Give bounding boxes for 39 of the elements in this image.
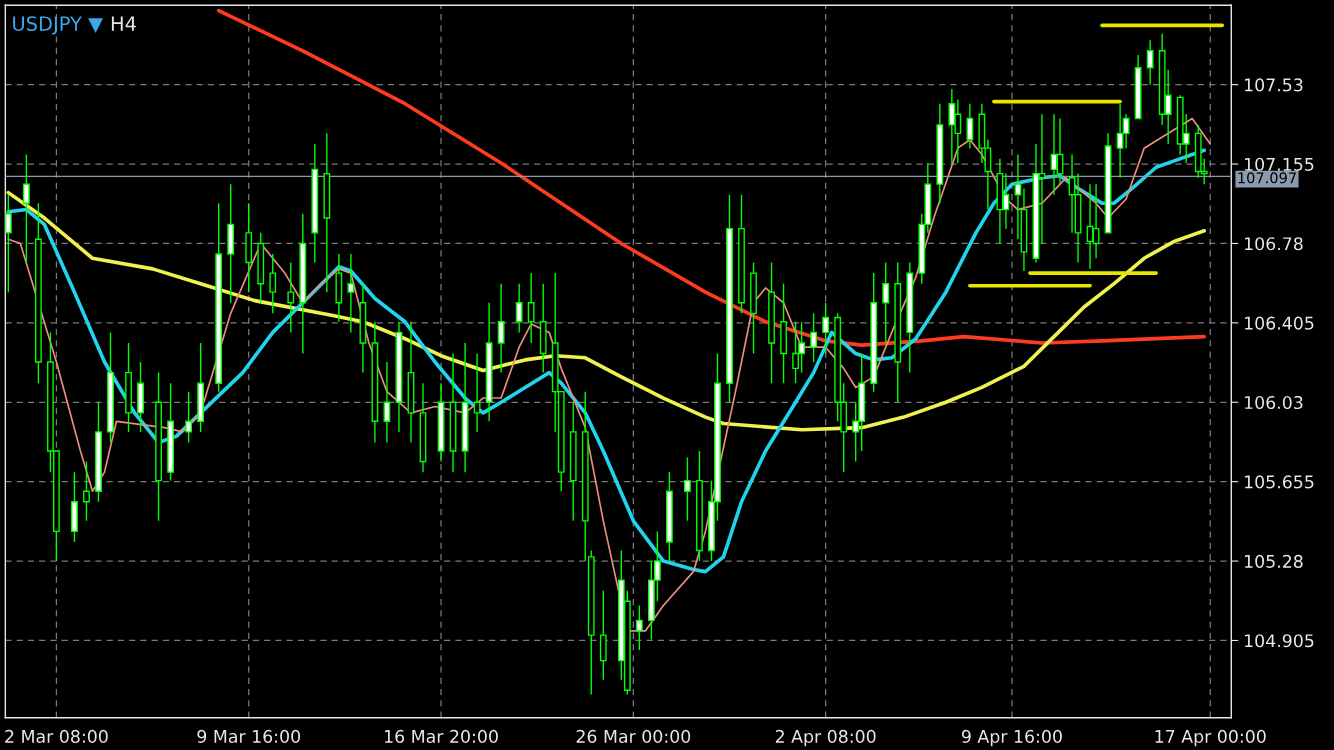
- candlestick: [347, 253, 355, 334]
- x-tick-label: 16 Mar 20:00: [384, 729, 498, 743]
- x-tick-label: 2 Apr 08:00: [775, 729, 876, 747]
- ref-line-label: 107.097: [1238, 172, 1296, 184]
- candlestick: [473, 352, 481, 433]
- candlestick: [810, 312, 818, 363]
- y-tick-label: 107.53: [1244, 78, 1303, 92]
- line-series: [216, 8, 1207, 347]
- x-tick-label: 26 Mar 00:00: [576, 729, 691, 743]
- x-tick-label: 9 Apr 16:00: [961, 729, 1062, 747]
- candlestick: [515, 282, 523, 334]
- candlestick: [635, 604, 643, 651]
- x-tick-label: 9 Mar 16:00: [197, 729, 301, 743]
- y-tick-label: 105.655: [1244, 475, 1314, 489]
- candlestick: [527, 272, 535, 344]
- text: USDJPY ▼: [13, 16, 103, 35]
- candlestick: [22, 153, 30, 264]
- candlestick: [497, 282, 505, 374]
- candlestick: [1146, 39, 1154, 86]
- y-tick-label: 106.78: [1244, 237, 1303, 251]
- candlestick: [966, 103, 974, 149]
- y-tick-label: 105.28: [1244, 554, 1303, 568]
- y-tick-label: 106.03: [1244, 395, 1303, 410]
- y-tick-label: 106.405: [1244, 316, 1314, 330]
- candlestick: [684, 456, 691, 522]
- line-series: [6, 190, 1207, 432]
- candlestick: [287, 261, 295, 334]
- x-tick-label: 2 Mar 08:00: [5, 729, 108, 743]
- candlestick: [1014, 153, 1022, 240]
- candlestick: [5, 194, 12, 293]
- y-tick-label: 107.155: [1244, 157, 1314, 171]
- candlestick: [83, 460, 90, 522]
- candlestick: [882, 261, 890, 344]
- candlestick: [822, 302, 830, 355]
- candlestick: [185, 390, 193, 444]
- y-tick-label: 104.905: [1244, 634, 1314, 648]
- x-tick-label: 17 Apr 00:00: [1155, 729, 1266, 747]
- chart-subtitle: H4: [111, 16, 136, 31]
- candlestick: [269, 253, 277, 315]
